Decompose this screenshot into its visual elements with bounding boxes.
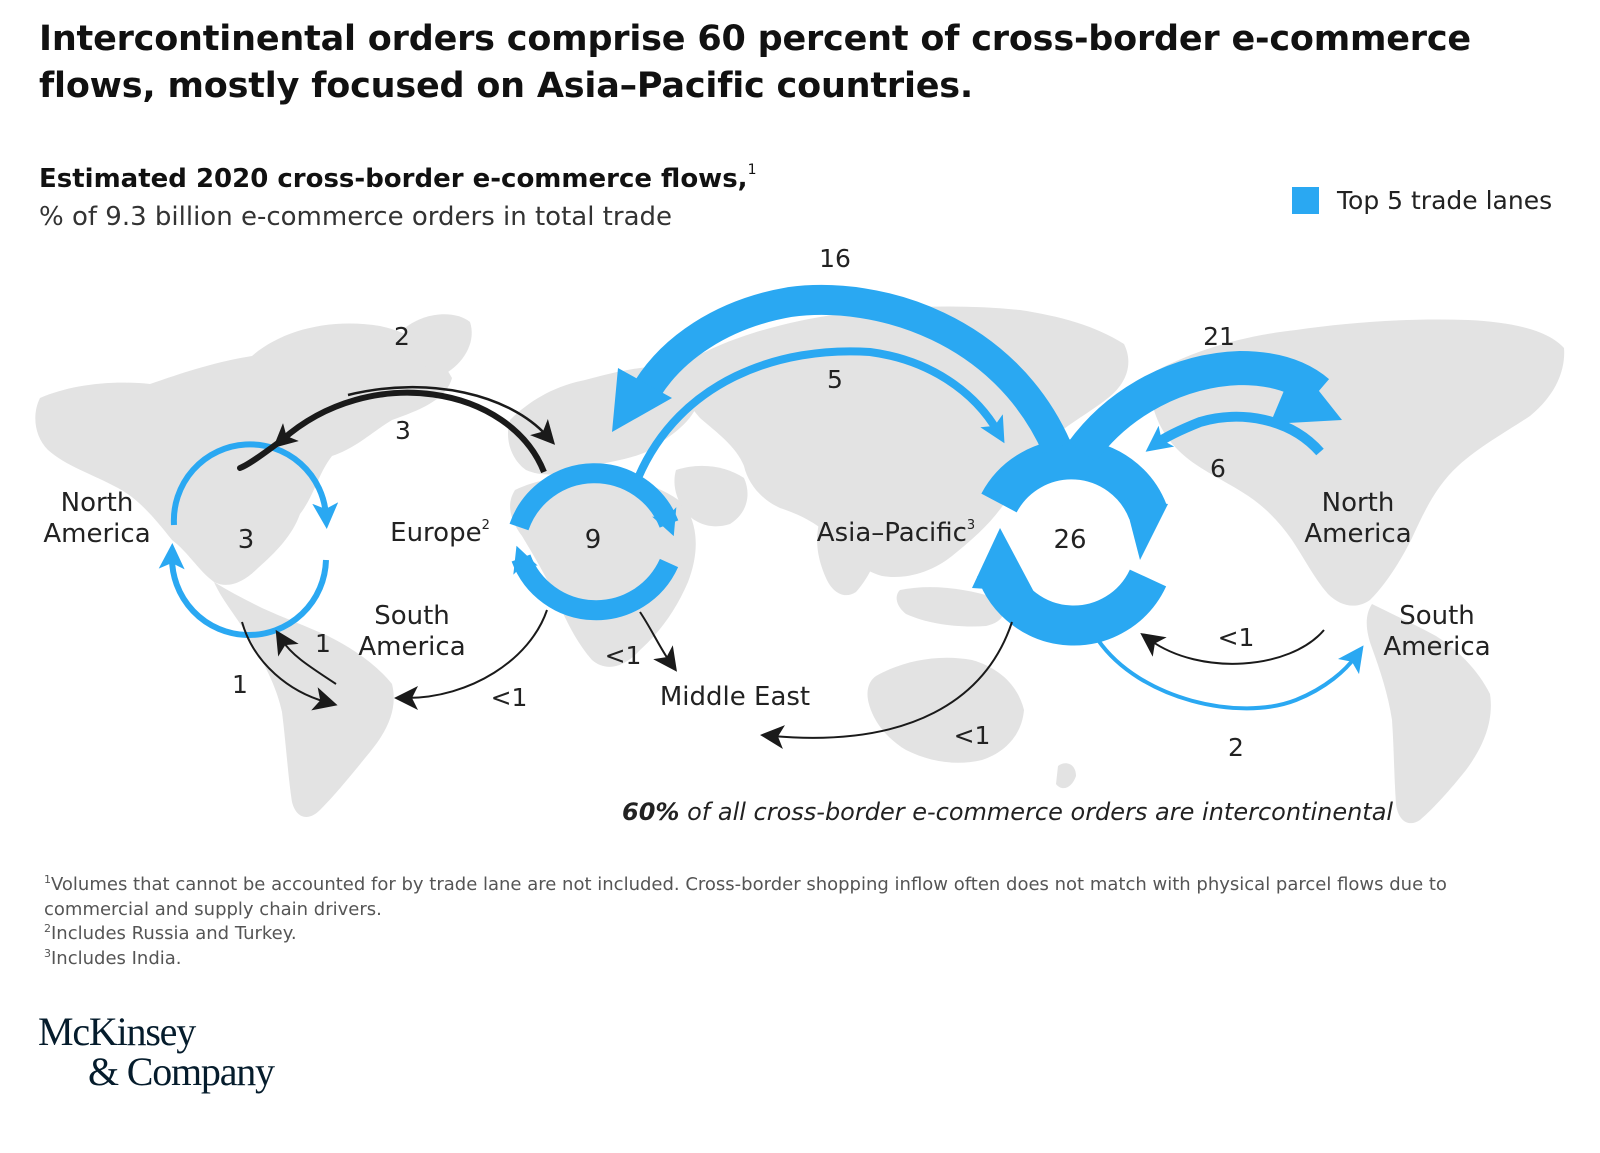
chart-subtitle: Estimated 2020 cross-border e-commerce f… [39,162,756,196]
region-label-south-america-right: South America [1383,601,1490,662]
flow-value-asia-to-na: 21 [1203,322,1235,351]
chart-subtitle-text: Estimated 2020 cross-border e-commerce f… [39,164,748,194]
flow-value-sa-to-na: 1 [315,629,331,658]
footnote-ref-1: 1 [747,162,757,178]
intraregional-value-asia-pacific: 26 [1053,525,1086,555]
footnote-3: 3Includes India. [44,946,182,969]
new-zealand-shape [1056,763,1076,789]
flow-sa-to-asia-arrow [1140,629,1325,665]
asia-pacific-loop-arrowhead-top [1124,498,1168,560]
flow-na-to-europe-arrow [347,385,556,445]
asia-pacific-intraregional-loop [977,439,1167,646]
flow-asia-to-europe-arrowhead [612,368,672,432]
flow-value-asia-to-sa: 2 [1228,733,1244,762]
flow-europe-to-me-arrow [639,611,677,672]
flow-sa-to-na-arrow [275,629,337,685]
intercontinental-callout: 60% of all cross-border e-commerce order… [622,798,1393,826]
legend-swatch [1292,187,1319,214]
flow-europe-to-na-tail [237,437,285,471]
flow-asia-to-europe-band [635,284,1071,455]
world-map [35,306,1565,824]
flow-value-asia-to-me: <1 [954,721,991,750]
south-america-left-shape [214,582,394,817]
flow-value-na-to-europe: 2 [394,322,410,351]
flow-value-europe-to-asia: 5 [827,365,843,394]
south-america-right-shape [1366,604,1491,824]
region-label-europe: Europe2 [390,518,490,548]
footnote-2: 2Includes Russia and Turkey. [44,922,297,944]
flow-value-na-to-asia: 6 [1210,454,1226,483]
headline: Intercontinental orders comprise 60 perc… [39,19,1471,106]
greenland-shape [405,314,472,372]
flow-asia-to-na-arrowhead [1270,362,1342,424]
australia-shape [867,657,1024,763]
legend-label: Top 5 trade lanes [1337,186,1553,215]
footnote-1: 1Volumes that cannot be accounted for by… [44,873,1447,920]
mckinsey-logo: McKinsey & Company [38,1009,275,1094]
flow-na-to-sa-arrow [241,621,338,711]
trade-flow-diagram: North America Europe2 South America Middle… [35,244,1565,826]
flow-europe-to-na-arrow [273,389,547,474]
flow-value-asia-to-europe: 16 [819,244,851,273]
africa-shape [510,475,696,667]
flow-asia-to-me-arrow [760,621,1013,749]
southeast-asia-shape [896,587,1004,627]
north-america-right-shape [1149,319,1565,606]
region-label-middle-east: Middle East [660,682,810,712]
north-america-left-shape [35,323,452,585]
india-shape [817,517,879,596]
flow-europe-to-sa-arrow [394,609,548,710]
intraregional-value-europe: 9 [585,525,602,555]
flow-asia-to-sa-arrow [1096,638,1364,711]
flow-value-europe-to-sa: <1 [491,683,528,712]
region-label-asia-pacific: Asia–Pacific3 [817,518,975,548]
europe-intraregional-loop [509,463,679,621]
flow-value-sa-to-asia: <1 [1218,623,1255,652]
asia-pacific-loop-arrowhead-bottom [972,528,1034,592]
flow-value-na-to-sa: 1 [232,670,248,699]
region-label-north-america-left: North America [43,488,150,549]
region-label-north-america-right: North America [1304,488,1411,549]
legend: Top 5 trade lanes [1292,186,1552,215]
region-label-south-america-left: South America [358,601,465,662]
footnotes: 1Volumes that cannot be accounted for by… [44,873,1554,971]
chart-units: % of 9.3 billion e-commerce orders in to… [39,202,673,232]
flow-value-europe-to-me: <1 [605,641,642,670]
flow-value-europe-to-na: 3 [395,416,411,445]
intraregional-value-north-america: 3 [238,525,255,555]
flow-europe-to-asia-arrow [634,347,1005,480]
flow-na-to-asia-arrow [1145,411,1324,456]
middle-east-shape [674,465,748,527]
